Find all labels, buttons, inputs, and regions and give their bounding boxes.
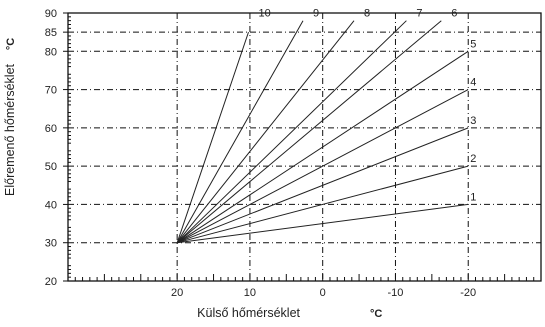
heating-curve-7 [176,20,407,244]
heating-curve-4 [176,89,469,244]
x-tick-label: 0 [320,287,326,299]
y-axis-unit: °C [5,38,17,50]
plot-frame [67,12,542,282]
y-tick-label: 70 [45,85,57,97]
heating-curve-3 [177,127,469,244]
curve-label-3: 3 [470,115,476,127]
curve-label-6: 6 [451,8,457,20]
curve-label-10: 10 [258,8,270,20]
heating-curve-5 [176,50,469,244]
heating-curve-8 [176,20,355,244]
x-tick-label: -10 [388,287,404,299]
y-tick-label: 20 [45,276,57,288]
x-tick-label: 20 [171,287,183,299]
x-axis-unit: °C [370,308,382,320]
axis-ticks [63,12,542,282]
heating-curve-1 [177,203,469,244]
curve-label-9: 9 [313,8,319,20]
y-axis-title: Előremenő hőmérséklet [3,63,17,196]
x-tick-label: 10 [244,287,256,299]
heating-curve-9 [176,20,304,243]
curve-label-8: 8 [364,8,370,20]
y-tick-label: 40 [45,199,57,211]
heating-curve-6 [176,20,442,244]
curve-label-4: 4 [470,77,476,89]
heating-curve-10 [176,31,249,243]
curves [176,20,469,244]
y-tick-label: 80 [45,46,57,58]
x-tick-label: -20 [460,287,476,299]
curve-label-2: 2 [470,153,476,165]
curve-label-7: 7 [416,8,422,20]
curve-label-5: 5 [470,38,476,50]
y-tick-label: 90 [45,8,57,20]
grid [68,13,541,281]
y-tick-label: 60 [45,123,57,135]
y-tick-label: 50 [45,161,57,173]
labels: 20 10 0 -10 -20 20 30 40 50 60 70 80 85 90 1 2 3 4 5 6 7 8 9 10 [45,8,477,299]
x-axis-title: Külső hőmérséklet [197,306,300,320]
curve-label-1: 1 [470,191,476,203]
y-tick-label: 30 [45,238,57,250]
y-tick-label: 85 [45,27,57,39]
heating-curve-2 [177,165,469,244]
